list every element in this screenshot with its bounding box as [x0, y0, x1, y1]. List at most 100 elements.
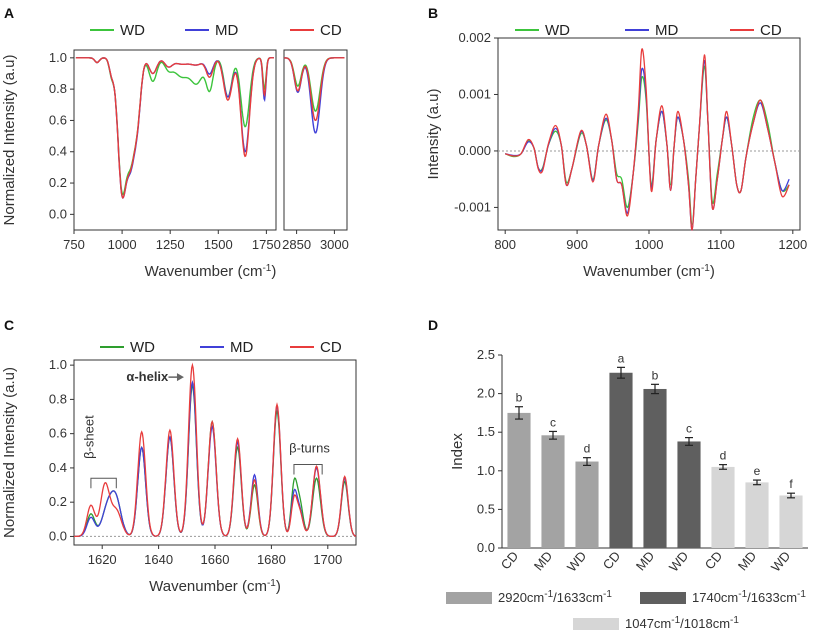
panel-d-significance-letter: b [516, 391, 523, 405]
panel-c-alpha-helix-arrowhead [176, 373, 184, 382]
panel-d-category-label: MD [633, 548, 657, 573]
panel-c-xtick-label: 1700 [313, 552, 342, 567]
panel-d-ytick-label: 0.0 [477, 540, 495, 555]
panel-a-series-cd-left [75, 57, 274, 199]
panel-c-chart: 0.0 0.2 0.4 0.6 0.8 1.0 1620 1640 1660 1680 1700 No… [1, 339, 357, 595]
panel-c-xtick-label: 1660 [201, 552, 230, 567]
panel-c-alpha-helix-label: α-helix [126, 369, 169, 384]
panel-a-chart: 0.0 0.2 0.4 0.6 0.8 1.0 750 1000 1250 1500 1750 285… [1, 22, 349, 280]
panel-a-xtick-label: 2850 [282, 237, 311, 252]
panel-d-category-label: CD [498, 548, 522, 572]
panel-c-ylabel: Normalized Intensity (a.u) [1, 367, 18, 538]
panel-b-xtick-label: 800 [494, 237, 516, 252]
panel-a-ytick-label: 0.4 [49, 144, 67, 159]
panel-a-series-md-left [75, 57, 274, 199]
panel-c-series-md [74, 379, 357, 538]
panel-d-category-label: WD [666, 548, 691, 574]
panel-d-legend-label: 1740cm-1/1633cm-1 [692, 589, 806, 606]
panel-b-xtick-label: 1000 [635, 237, 664, 252]
panel-a-xlabel: Wavenumber (cm-1) [145, 263, 277, 281]
panel-b-legend-md-label: MD [655, 22, 678, 39]
panel-d-bar [745, 482, 769, 548]
panel-b-xtick-label: 1200 [778, 237, 807, 252]
panel-d-legend-swatch [446, 592, 492, 604]
panel-b-legend-cd-label: CD [760, 22, 782, 39]
panel-b-ytick-label: 0.000 [458, 143, 491, 158]
panel-c-ytick-label: 0.4 [49, 460, 67, 475]
panel-c-ytick-label: 0.6 [49, 426, 67, 441]
panel-b-xtick-label: 900 [566, 237, 588, 252]
panel-a-xtick-label: 3000 [320, 237, 349, 252]
panel-a-ytick-label: 0.0 [49, 206, 67, 221]
panel-a-legend-wd-label: WD [120, 22, 145, 39]
panel-a-legend-md-label: MD [215, 22, 238, 39]
panel-a-ytick-label: 0.8 [49, 81, 67, 96]
panel-d-bar [541, 435, 565, 548]
panel-b-ytick-label: -0.001 [454, 199, 491, 214]
panel-label-a: A [4, 5, 14, 21]
panel-d-bar [643, 388, 667, 548]
panel-a-xtick-label: 1250 [156, 237, 185, 252]
panel-b-chart: -0.001 0.000 0.001 0.002 800 900 1000 1100 1200 I… [425, 22, 807, 280]
panel-b-frame [497, 37, 801, 231]
panel-a-xtick-label: 1000 [108, 237, 137, 252]
panel-d-legend-label: 2920cm-1/1633cm-1 [498, 589, 612, 606]
panel-d-category-label: MD [735, 548, 759, 573]
panel-d-bar [507, 412, 531, 548]
panel-d-ytick-label: 1.0 [477, 463, 495, 478]
panel-c-beta-sheet-bracket [90, 477, 117, 489]
panel-a-xtick-label: 1750 [252, 237, 281, 252]
panel-d-significance-letter: c [550, 415, 556, 429]
panel-d-significance-letter: d [584, 442, 591, 456]
panel-c-legend-md-label: MD [230, 339, 253, 356]
panel-label-b: B [428, 5, 438, 21]
panel-b-xlabel: Wavenumber (cm-1) [583, 263, 715, 281]
panel-c-beta-turns-label: β-turns [289, 441, 330, 456]
panel-a-ylabel: Normalized Intensity (a.u) [1, 55, 18, 226]
panel-d-bar [609, 372, 633, 548]
panel-c-xtick-label: 1640 [144, 552, 173, 567]
panel-a-series-wd-right [284, 57, 345, 112]
panel-d-ytick-label: 2.5 [477, 347, 495, 362]
panel-d-significance-letter: a [618, 351, 625, 365]
panel-a-series-wd-left [75, 57, 274, 196]
panel-d-significance-letter: c [686, 422, 692, 436]
panel-a-xtick-label: 750 [63, 237, 85, 252]
panel-d-significance-letter: d [720, 449, 727, 463]
panel-c-ytick-label: 0.0 [49, 528, 67, 543]
panel-a-xtick-label: 1500 [204, 237, 233, 252]
panel-c-xtick-label: 1620 [88, 552, 117, 567]
panel-d-bar [677, 441, 701, 548]
panel-c-beta-sheet-label: β-sheet [82, 415, 97, 459]
panel-c-legend-cd-label: CD [320, 339, 342, 356]
panel-d-category-label: WD [564, 548, 589, 574]
panel-c-xtick-label: 1680 [257, 552, 286, 567]
panel-d-ylabel: Index [449, 433, 466, 470]
panel-d-ytick-label: 2.0 [477, 386, 495, 401]
panel-a-ytick-label: 0.6 [49, 112, 67, 127]
panel-d-category-label: CD [702, 548, 726, 572]
panel-c-ytick-label: 0.8 [49, 391, 67, 406]
panel-b-ytick-label: 0.002 [458, 30, 491, 45]
panel-label-c: C [4, 317, 14, 333]
panel-a-ytick-label: 1.0 [49, 50, 67, 65]
panel-d-significance-letter: e [754, 464, 761, 478]
panel-b-ytick-label: 0.001 [458, 86, 491, 101]
panel-a-ytick-label: 0.2 [49, 175, 67, 190]
panel-b-legend-wd-label: WD [545, 22, 570, 39]
panel-d-bar [711, 466, 735, 548]
panel-d-significance-letter: b [652, 368, 659, 382]
panel-d-category-label: MD [531, 548, 555, 573]
panel-b-series-cd [505, 48, 790, 231]
panel-b-ylabel: Intensity (a.u) [425, 89, 442, 180]
panel-d-ytick-label: 0.5 [477, 501, 495, 516]
panel-b-xtick-label: 1100 [707, 237, 735, 252]
panel-c-beta-turns-bracket [293, 463, 323, 475]
panel-label-d: D [428, 317, 438, 333]
panel-d-bar [779, 495, 803, 548]
panel-c-ytick-label: 0.2 [49, 494, 67, 509]
panel-d-bar [575, 461, 599, 548]
panel-d-legend-swatch [573, 618, 619, 630]
panel-d-significance-letter: f [789, 477, 793, 491]
